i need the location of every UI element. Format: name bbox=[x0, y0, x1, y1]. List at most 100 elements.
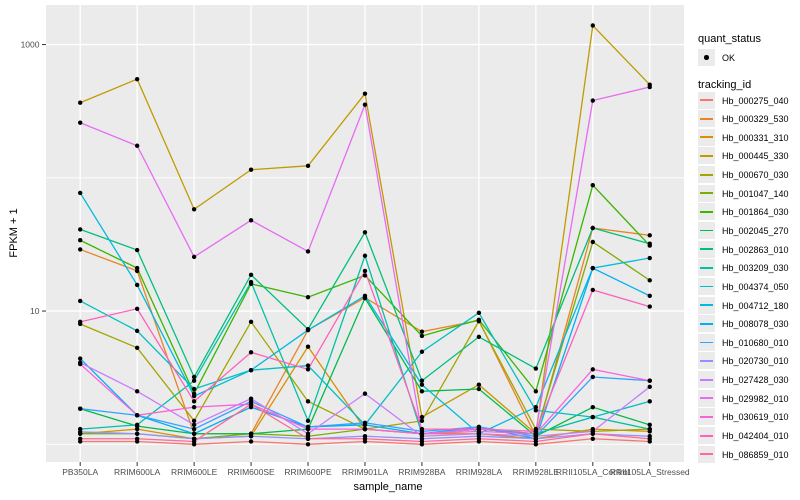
data-point bbox=[78, 100, 83, 105]
data-point bbox=[590, 436, 595, 441]
data-point bbox=[78, 429, 83, 435]
data-point bbox=[134, 76, 140, 82]
data-point bbox=[647, 378, 652, 383]
legend-entry-label: Hb_002863_010 bbox=[722, 244, 789, 255]
data-point bbox=[533, 429, 539, 434]
data-point bbox=[590, 98, 595, 103]
legend-title-tracking-id: tracking_id bbox=[698, 79, 752, 91]
data-point bbox=[647, 384, 652, 390]
data-point bbox=[248, 272, 254, 278]
data-point bbox=[305, 295, 311, 300]
legend: quant_status OK tracking_id Hb_000275_04… bbox=[698, 0, 798, 500]
legend-entry-label: Hb_004712_180 bbox=[722, 300, 789, 311]
data-point bbox=[647, 426, 652, 432]
data-point bbox=[248, 279, 254, 285]
data-point bbox=[305, 163, 311, 169]
data-point bbox=[362, 230, 368, 235]
legend-line-swatch bbox=[700, 285, 713, 288]
data-point bbox=[78, 406, 83, 411]
legend-line-swatch bbox=[700, 99, 713, 101]
data-point bbox=[533, 389, 539, 394]
data-point bbox=[590, 182, 595, 188]
data-point bbox=[134, 328, 140, 334]
legend-entry-label: Hb_030619_010 bbox=[722, 412, 789, 423]
data-point bbox=[305, 442, 311, 447]
data-point bbox=[191, 426, 197, 432]
data-point bbox=[134, 413, 140, 418]
legend-line-swatch bbox=[700, 322, 713, 325]
data-point bbox=[419, 426, 425, 432]
data-point bbox=[248, 167, 254, 172]
data-point bbox=[191, 393, 197, 399]
legend-entry-label: Hb_008078_030 bbox=[722, 319, 789, 330]
data-point bbox=[305, 431, 311, 436]
legend-key-box bbox=[698, 333, 715, 351]
legend-key-box bbox=[698, 296, 715, 314]
legend-line-swatch bbox=[700, 434, 713, 437]
data-point bbox=[248, 439, 254, 444]
y-axis-title: FPKM + 1 bbox=[8, 208, 20, 258]
data-point bbox=[362, 391, 368, 396]
legend-key-box bbox=[698, 315, 715, 333]
data-point bbox=[134, 247, 140, 253]
data-point bbox=[647, 255, 652, 261]
data-point bbox=[134, 143, 140, 148]
legend-line-swatch bbox=[700, 453, 713, 456]
data-point bbox=[248, 319, 254, 325]
data-point bbox=[476, 310, 482, 316]
legend-entry-label: Hb_003209_030 bbox=[722, 263, 789, 274]
data-point bbox=[305, 426, 311, 432]
legend-entry-label: Hb_002045_270 bbox=[722, 225, 789, 236]
data-point bbox=[419, 382, 425, 387]
data-point bbox=[647, 399, 652, 404]
legend-key-box bbox=[698, 371, 715, 389]
data-point bbox=[78, 436, 83, 441]
data-point bbox=[647, 233, 652, 238]
data-point bbox=[78, 190, 83, 196]
x-tick-label: PB350LA bbox=[62, 467, 98, 477]
data-point bbox=[647, 293, 652, 299]
x-tick-label: RRII105LA_Stressed bbox=[610, 467, 690, 477]
data-point bbox=[305, 367, 311, 372]
data-point bbox=[647, 422, 652, 428]
data-point bbox=[191, 374, 197, 380]
data-point bbox=[305, 344, 311, 349]
data-point bbox=[248, 218, 254, 223]
data-point bbox=[419, 378, 425, 383]
y-tick-label: 10 bbox=[30, 306, 40, 316]
legend-key-box bbox=[698, 184, 715, 202]
data-point bbox=[191, 386, 197, 392]
legend-line-swatch bbox=[700, 360, 713, 362]
data-point bbox=[419, 333, 425, 339]
data-point bbox=[590, 239, 595, 245]
legend-line-swatch bbox=[700, 192, 713, 195]
x-tick-label: RRIM928LA bbox=[456, 467, 503, 477]
legend-key-box bbox=[698, 408, 715, 426]
data-point bbox=[647, 241, 652, 246]
data-point bbox=[419, 431, 425, 436]
legend-entry-label: Hb_042404_010 bbox=[722, 431, 789, 442]
data-point bbox=[476, 317, 482, 322]
data-point bbox=[362, 91, 368, 96]
data-point bbox=[134, 389, 140, 394]
data-point bbox=[248, 434, 254, 439]
data-point bbox=[590, 367, 595, 372]
x-tick-label: RRIM600SE bbox=[227, 467, 275, 477]
data-point bbox=[78, 238, 83, 243]
legend-entry-label: Hb_020730_010 bbox=[722, 356, 789, 367]
data-point bbox=[419, 389, 425, 394]
data-point bbox=[419, 329, 425, 334]
data-point bbox=[476, 334, 482, 340]
data-point bbox=[419, 414, 425, 420]
data-point bbox=[134, 431, 140, 436]
legend-line-swatch bbox=[700, 136, 713, 139]
legend-point-icon bbox=[704, 55, 709, 60]
data-point bbox=[362, 420, 368, 425]
data-point bbox=[590, 414, 595, 420]
data-point bbox=[134, 345, 140, 350]
x-tick-label: RRIM600LE bbox=[171, 467, 218, 477]
y-tick-label: 1000 bbox=[21, 40, 40, 50]
data-point bbox=[362, 273, 368, 278]
data-point bbox=[134, 422, 140, 428]
